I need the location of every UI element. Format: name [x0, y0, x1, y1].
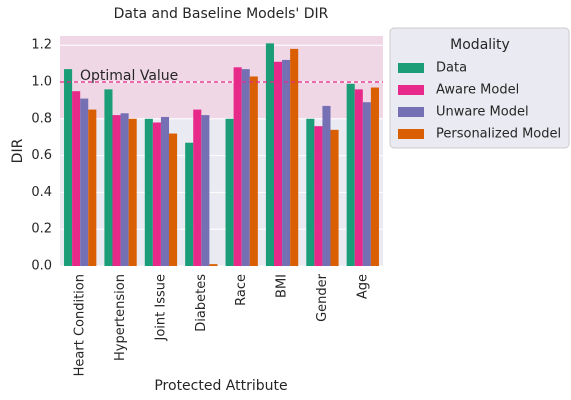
legend-label: Data — [436, 61, 467, 76]
bar — [346, 83, 355, 266]
bar — [362, 102, 371, 267]
legend-label: Unware Model — [436, 105, 529, 120]
bar — [160, 116, 170, 267]
bar — [144, 118, 153, 266]
legend-box — [389, 27, 570, 149]
y-tick-label: 0.6 — [31, 148, 52, 163]
bar — [241, 69, 250, 267]
bar — [152, 122, 161, 266]
legend: Modality Data Aware Model Unware Model Perso… — [389, 27, 570, 149]
bar — [282, 59, 291, 266]
bar — [265, 43, 274, 266]
legend-swatch — [398, 85, 424, 95]
x-tick-label: Age — [355, 274, 370, 299]
bar — [249, 76, 258, 266]
legend-swatch — [398, 129, 424, 139]
bar — [370, 87, 379, 267]
bar — [104, 89, 113, 266]
bar — [322, 105, 331, 266]
y-tick-label: 0.8 — [31, 111, 52, 126]
x-tick-label: Gender — [315, 273, 330, 322]
x-tick-label: Heart Condition — [73, 274, 88, 376]
bar — [128, 118, 137, 266]
x-tick-label: BMI — [275, 274, 290, 298]
y-tick-label: 0.0 — [31, 259, 52, 274]
bar — [306, 118, 315, 266]
bar — [233, 67, 242, 266]
bar — [290, 48, 299, 266]
bar — [314, 126, 323, 266]
y-tick-label: 1.2 — [31, 38, 52, 53]
bar — [201, 115, 210, 267]
x-tick-label: Joint Issue — [153, 274, 168, 342]
bar — [169, 133, 178, 266]
legend-swatch — [398, 107, 424, 117]
y-tick-label: 1.0 — [31, 75, 52, 90]
bar — [330, 129, 339, 266]
bar — [72, 91, 81, 266]
shaded-span — [60, 36, 383, 119]
y-axis-label: DIR — [10, 138, 26, 163]
bar — [225, 118, 234, 266]
bar — [185, 142, 194, 266]
reference-label: Optimal Value — [80, 68, 178, 84]
bar — [112, 115, 121, 267]
legend-label: Personalized Model — [436, 127, 561, 142]
legend-swatch — [398, 63, 424, 73]
bar — [88, 109, 97, 266]
y-tick-label: 0.4 — [31, 185, 52, 200]
x-tick-label: Race — [234, 274, 249, 306]
bar — [193, 109, 202, 266]
bar — [80, 98, 89, 266]
x-tick-label: Diabetes — [194, 274, 209, 332]
bar — [209, 264, 218, 266]
legend-label: Aware Model — [436, 83, 519, 98]
legend-title: Modality — [450, 37, 510, 53]
bar — [64, 69, 73, 267]
y-tick-label: 0.2 — [31, 222, 52, 237]
bar — [354, 89, 363, 266]
x-tick-label: Hypertension — [113, 274, 128, 361]
bar — [273, 61, 283, 267]
x-axis-label: Protected Attribute — [154, 378, 287, 394]
bar — [120, 113, 129, 266]
chart-title: Data and Baseline Models' DIR — [114, 6, 329, 22]
